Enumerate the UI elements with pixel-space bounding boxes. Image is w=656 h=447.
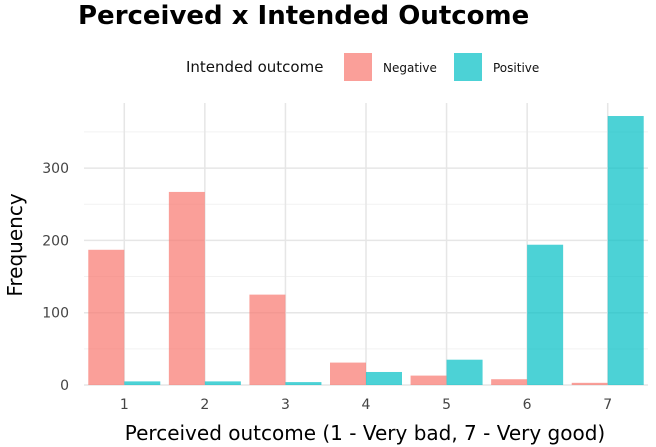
bar-positive-5 <box>446 359 483 385</box>
legend: Intended outcome Negative Positive <box>186 53 539 81</box>
bar-positive-6 <box>527 244 564 385</box>
chart-title: Perceived x Intended Outcome <box>78 1 529 31</box>
y-axis-title: Frequency <box>3 193 27 296</box>
legend-swatch-positive <box>454 53 482 81</box>
x-tick-label: 3 <box>281 397 290 413</box>
bar-positive-1 <box>124 381 161 385</box>
y-tick-label: 200 <box>42 233 69 249</box>
x-tick-label: 7 <box>603 397 612 413</box>
legend-label-negative: Negative <box>383 61 437 75</box>
y-tick-label: 300 <box>42 161 69 177</box>
bar-positive-7 <box>607 116 644 385</box>
y-tick-label: 0 <box>60 378 69 394</box>
bar-positive-3 <box>285 382 322 385</box>
x-tick-label: 2 <box>200 397 209 413</box>
bar-negative-7 <box>571 382 608 385</box>
bar-negative-2 <box>168 191 205 385</box>
tick-labels: 0 100 200 300 1 2 3 4 5 6 7 <box>42 161 612 413</box>
bar-negative-3 <box>249 294 286 385</box>
x-tick-label: 6 <box>523 397 532 413</box>
grid <box>84 103 648 386</box>
bars <box>88 116 644 385</box>
x-tick-label: 4 <box>362 397 371 413</box>
bar-negative-5 <box>410 375 447 385</box>
bar-positive-4 <box>366 371 402 385</box>
y-tick-label: 100 <box>42 306 69 322</box>
x-tick-label: 5 <box>442 397 451 413</box>
x-tick-label: 1 <box>120 397 129 413</box>
x-axis-title: Perceived outcome (1 - Very bad, 7 - Ver… <box>125 421 605 445</box>
legend-swatch-negative <box>344 53 372 81</box>
legend-label-positive: Positive <box>493 61 539 75</box>
bar-positive-2 <box>204 381 241 385</box>
bar-negative-6 <box>491 379 528 385</box>
bar-negative-4 <box>330 362 366 385</box>
legend-title: Intended outcome <box>186 58 323 76</box>
bar-negative-1 <box>88 249 125 385</box>
